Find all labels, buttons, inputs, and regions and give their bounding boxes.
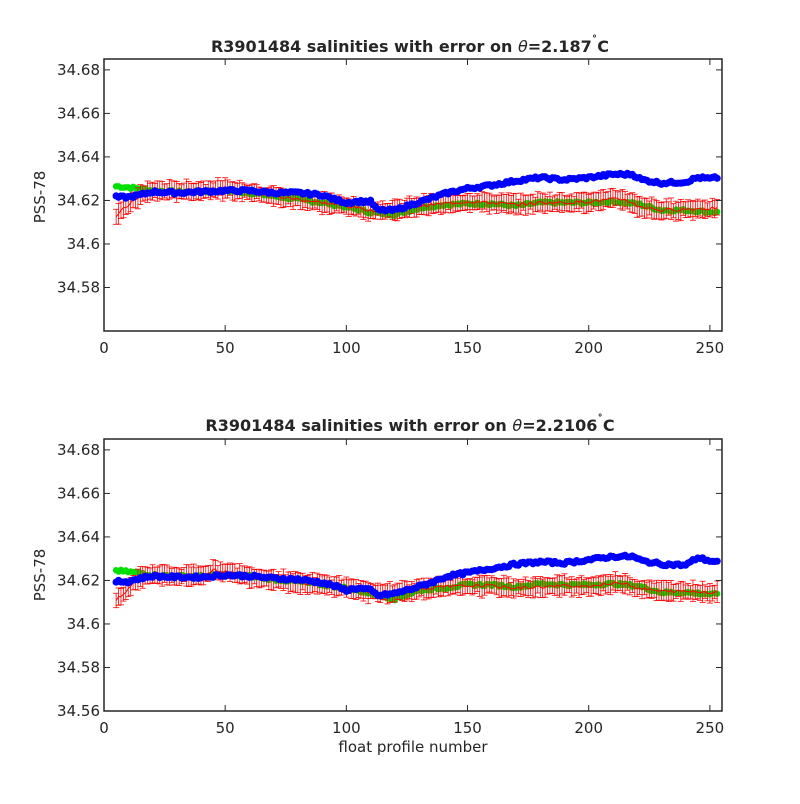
x-tick-label: 150 bbox=[453, 719, 482, 737]
y-tick-label: 34.62 bbox=[57, 191, 100, 209]
axes-box-bottom bbox=[103, 438, 723, 712]
y-tick-label: 34.66 bbox=[57, 104, 100, 122]
x-tick-label: 0 bbox=[99, 339, 109, 357]
axis-ticks-bottom: 0 50 100 150 200 250 34.56 34.58 34.6 34.62 34.64 3… bbox=[57, 439, 724, 737]
plot-title-top: R3901484 salinities with error on θ=2.18… bbox=[211, 34, 609, 56]
blue-point bbox=[713, 174, 721, 182]
y-tick-label: 34.64 bbox=[57, 528, 100, 546]
y-tick-label: 34.64 bbox=[57, 148, 100, 166]
blue-point bbox=[713, 557, 721, 565]
axis-ticks-top: 0 50 100 150 200 250 34.58 34.6 34.62 34.64 34.66 3… bbox=[57, 59, 724, 357]
plot-title-bottom: R3901484 salinities with error on θ=2.21… bbox=[205, 413, 614, 435]
y-tick-label: 34.62 bbox=[57, 571, 100, 589]
y-tick-label: 34.6 bbox=[67, 235, 100, 253]
y-tick-label: 34.56 bbox=[57, 702, 100, 720]
y-tick-label: 34.68 bbox=[57, 61, 100, 79]
x-tick-label: 0 bbox=[99, 719, 109, 737]
y-axis-label-bottom: PSS-78 bbox=[31, 549, 49, 602]
x-tick-label: 200 bbox=[574, 719, 603, 737]
x-tick-label: 200 bbox=[574, 339, 603, 357]
data-marks-bottom bbox=[112, 551, 721, 609]
axes-box-top bbox=[103, 58, 723, 332]
y-tick-label: 34.68 bbox=[57, 441, 100, 459]
x-tick-label: 50 bbox=[216, 719, 235, 737]
x-tick-label: 50 bbox=[216, 339, 235, 357]
y-axis-label-top: PSS-78 bbox=[31, 171, 49, 224]
x-tick-label: 150 bbox=[453, 339, 482, 357]
x-tick-label: 250 bbox=[696, 339, 725, 357]
y-tick-label: 34.58 bbox=[57, 658, 100, 676]
x-tick-label: 250 bbox=[696, 719, 725, 737]
data-marks-top bbox=[112, 169, 721, 225]
y-tick-label: 34.66 bbox=[57, 484, 100, 502]
x-axis-label-bottom: float profile number bbox=[338, 738, 488, 756]
x-tick-label: 100 bbox=[332, 719, 361, 737]
x-tick-label: 100 bbox=[332, 339, 361, 357]
y-tick-label: 34.58 bbox=[57, 278, 100, 296]
plot-top: R3901484 salinities with error on θ=2.18… bbox=[31, 34, 724, 357]
y-tick-label: 34.6 bbox=[67, 615, 100, 633]
plot-bottom: R3901484 salinities with error on θ=2.21… bbox=[31, 413, 724, 756]
